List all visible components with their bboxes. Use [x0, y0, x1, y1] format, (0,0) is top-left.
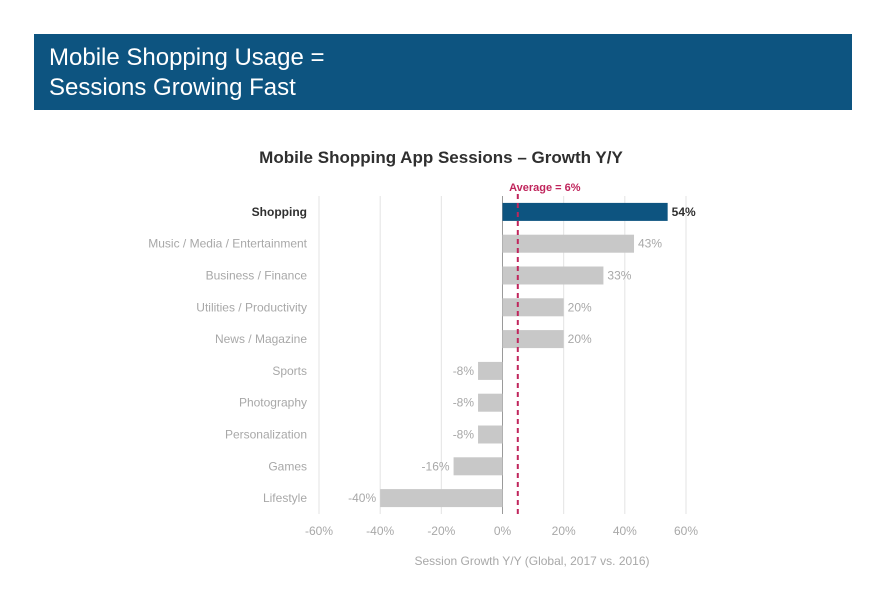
x-tick-label: -40%	[366, 524, 394, 538]
title-banner: Mobile Shopping Usage = Sessions Growing…	[34, 34, 852, 110]
value-label: 43%	[638, 237, 662, 251]
x-tick-label: 40%	[613, 524, 637, 538]
bar	[502, 298, 564, 317]
x-tick-label: 60%	[674, 524, 698, 538]
bar	[502, 330, 564, 349]
bar	[380, 489, 503, 508]
bar	[453, 457, 503, 476]
value-label: 20%	[568, 332, 592, 346]
bar	[478, 425, 503, 444]
slide-title-line2: Sessions Growing Fast	[49, 74, 296, 101]
x-axis-label: Session Growth Y/Y (Global, 2017 vs. 201…	[414, 554, 649, 568]
value-label: -8%	[453, 364, 475, 378]
slide-title-line1: Mobile Shopping Usage =	[49, 44, 325, 71]
bar	[478, 361, 503, 380]
labels: -60% -40% -20% 0% 20% 40% 60% Shopping 54% Music …	[148, 205, 698, 538]
average-reference: Average = 6%	[509, 182, 581, 514]
bar	[478, 393, 503, 412]
category-label: Sports	[272, 364, 307, 378]
category-label: News / Magazine	[215, 332, 307, 346]
bar	[502, 234, 635, 253]
average-label: Average = 6%	[509, 182, 581, 194]
bar	[502, 202, 668, 221]
category-label: Personalization	[225, 428, 307, 442]
x-tick-label: 0%	[494, 524, 512, 538]
value-label: -40%	[348, 491, 376, 505]
value-label: -16%	[422, 459, 450, 473]
chart-title: Mobile Shopping App Sessions – Growth Y/…	[259, 148, 623, 167]
value-label: 54%	[672, 205, 696, 219]
value-label: 33%	[607, 269, 631, 283]
category-label: Utilities / Productivity	[196, 300, 307, 314]
bars	[380, 202, 668, 508]
x-tick-label: -20%	[427, 524, 455, 538]
category-label: Lifestyle	[263, 491, 307, 505]
category-label: Business / Finance	[206, 269, 308, 283]
value-label: 20%	[568, 300, 592, 314]
category-label: Games	[268, 459, 307, 473]
category-label: Music / Media / Entertainment	[148, 237, 307, 251]
x-tick-label: -60%	[305, 524, 333, 538]
bar	[502, 266, 604, 285]
category-label: Photography	[239, 396, 307, 410]
value-label: -8%	[453, 396, 475, 410]
x-tick-label: 20%	[552, 524, 576, 538]
value-label: -8%	[453, 428, 475, 442]
category-label: Shopping	[252, 205, 307, 219]
